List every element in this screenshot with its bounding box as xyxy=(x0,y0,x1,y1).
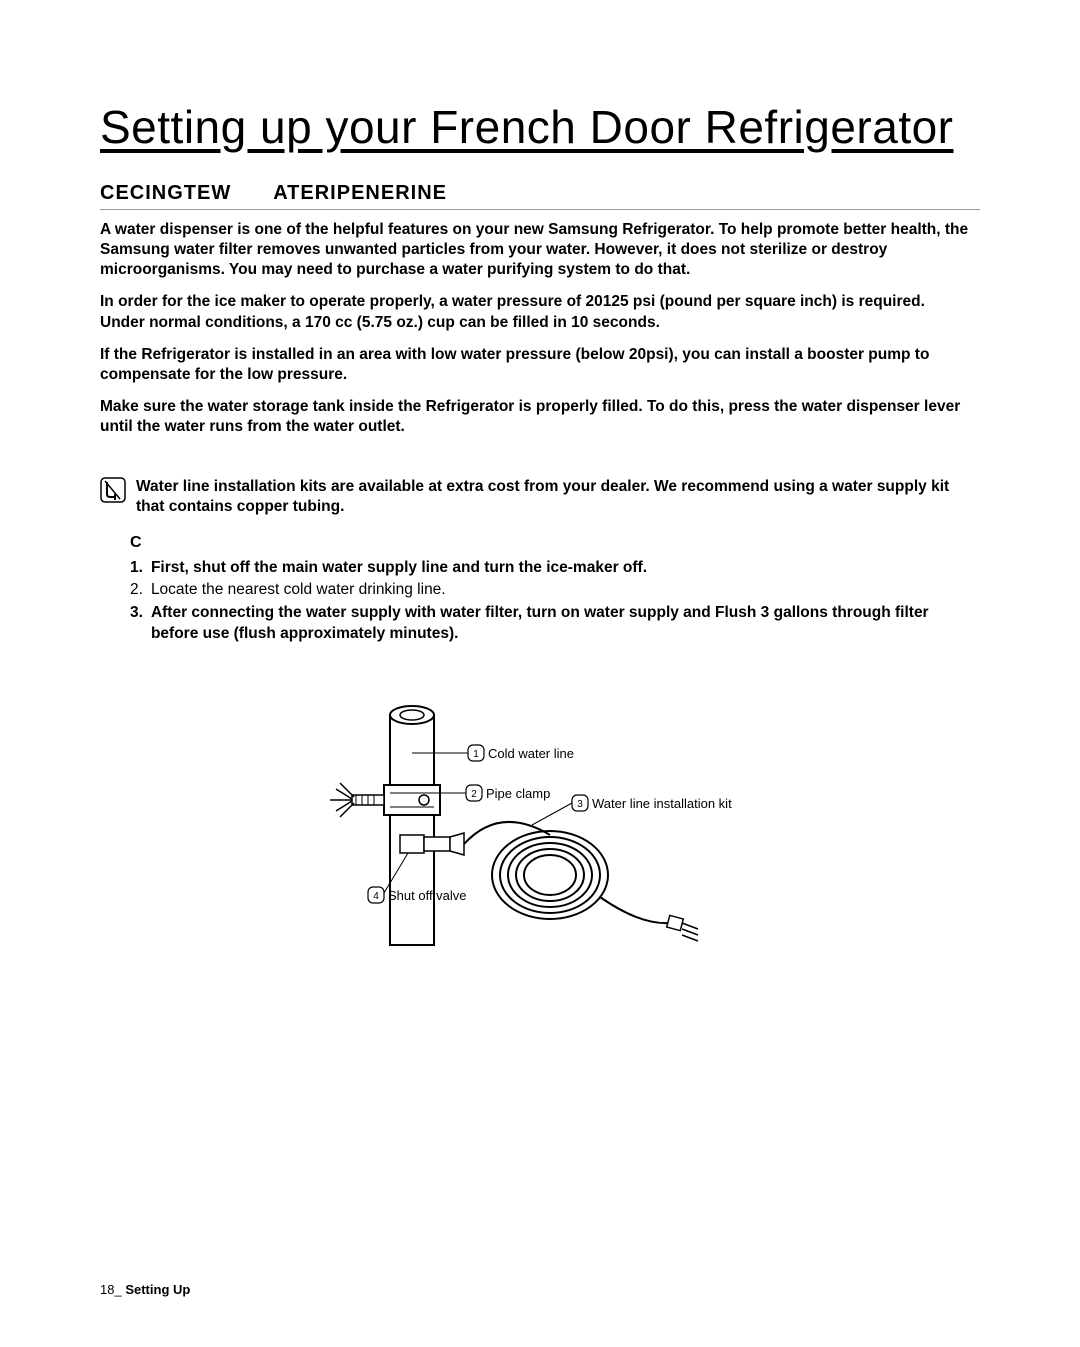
step-3-num: 3. xyxy=(130,603,143,645)
callout-4-label: Shut off valve xyxy=(388,888,467,903)
svg-text:1: 1 xyxy=(473,749,479,760)
page-footer: 18_ Setting Up xyxy=(100,1282,190,1297)
page-title: Setting up your French Door Refrigerator xyxy=(100,100,980,154)
callout-3-label: Water line installation kit xyxy=(592,796,732,811)
diagram-container: 1 Cold water line 2 Pipe clamp 3 Water l… xyxy=(100,685,980,985)
callout-1-label: Cold water line xyxy=(488,746,574,761)
step-1: 1. First, shut off the main water supply… xyxy=(130,558,980,579)
callout-1-badge: 1 xyxy=(468,745,484,761)
section-heading: CECINGTEW ATERIPENERINE xyxy=(100,182,980,210)
low-pressure-paragraph: If the Refrigerator is installed in an a… xyxy=(100,345,980,385)
step-2: 2. Locate the nearest cold water drinkin… xyxy=(130,580,980,601)
step-3: 3. After connecting the water supply wit… xyxy=(130,603,980,645)
note-text: Water line installation kits are availab… xyxy=(136,477,980,517)
step-3-text: After connecting the water supply with w… xyxy=(151,603,980,645)
svg-text:2: 2 xyxy=(471,789,477,800)
pressure-paragraph: In order for the ice maker to operate pr… xyxy=(100,292,980,332)
callout-3-badge: 3 xyxy=(572,795,588,811)
note-row: Water line installation kits are availab… xyxy=(100,477,980,517)
step-1-text: First, shut off the main water supply li… xyxy=(151,558,647,579)
water-line-diagram: 1 Cold water line 2 Pipe clamp 3 Water l… xyxy=(300,685,780,985)
tank-paragraph: Make sure the water storage tank inside … xyxy=(100,397,980,437)
footer-section: Setting Up xyxy=(125,1282,190,1297)
pressure-line-2: Under normal conditions, a 170 cc (5.75 … xyxy=(100,314,660,331)
pressure-line-1: In order for the ice maker to operate pr… xyxy=(100,293,925,310)
intro-paragraph: A water dispenser is one of the helpful … xyxy=(100,220,980,280)
note-icon xyxy=(100,477,126,503)
step-2-num: 2. xyxy=(130,580,143,601)
callout-4-badge: 4 xyxy=(368,887,384,903)
callout-2-badge: 2 xyxy=(466,785,482,801)
step-2-text: Locate the nearest cold water drinking l… xyxy=(151,580,446,601)
svg-text:3: 3 xyxy=(577,799,583,810)
svg-text:4: 4 xyxy=(373,891,379,902)
steps-list: 1. First, shut off the main water supply… xyxy=(130,558,980,646)
connect-heading: C xyxy=(130,534,980,552)
step-1-num: 1. xyxy=(130,558,143,579)
footer-page-num: 18_ xyxy=(100,1282,122,1297)
callout-2-label: Pipe clamp xyxy=(486,786,550,801)
